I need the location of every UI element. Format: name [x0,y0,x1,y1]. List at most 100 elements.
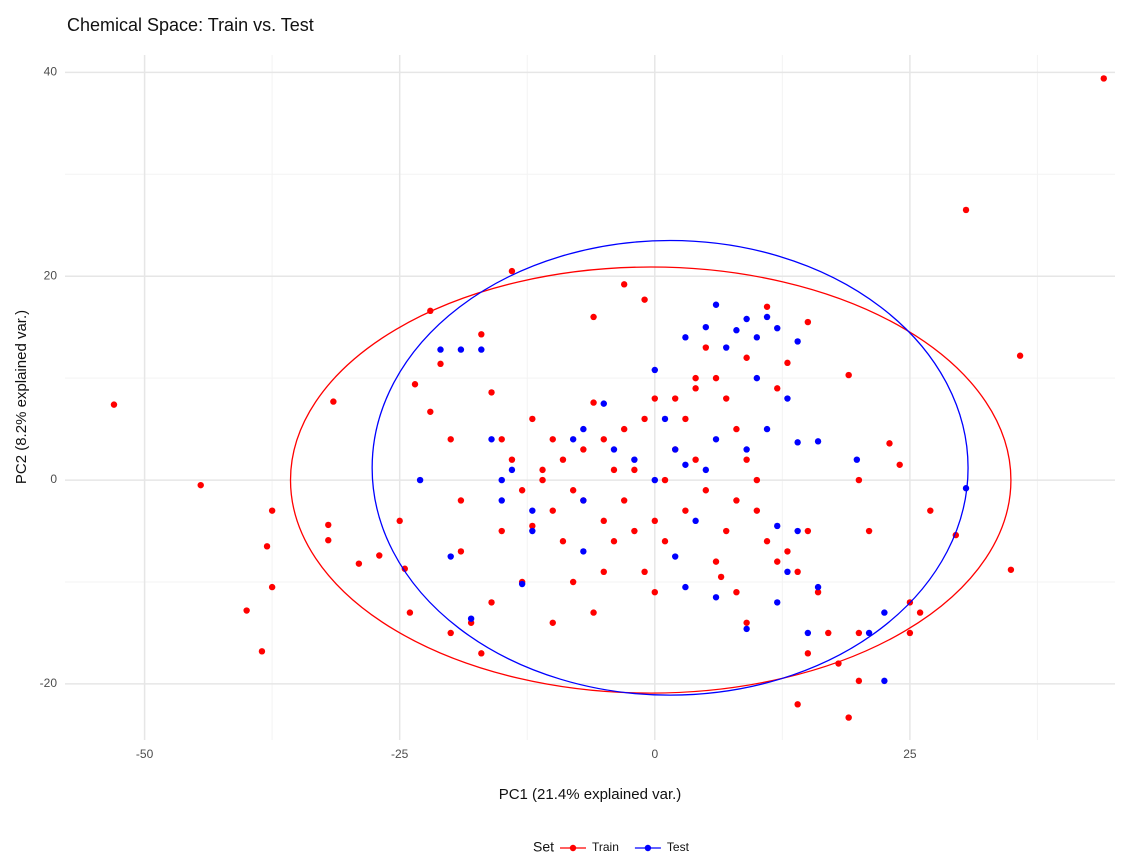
point [549,507,556,514]
point [743,619,750,626]
point [631,527,638,535]
point [682,415,689,423]
point [717,573,725,581]
point [447,436,454,443]
point [641,415,648,423]
point [498,497,505,504]
point [692,517,699,525]
point [580,548,587,555]
point [263,543,271,550]
point [396,517,403,525]
point [774,599,781,606]
point [569,578,577,586]
point [692,456,699,463]
point [437,346,444,353]
point [569,487,577,494]
point [784,548,791,555]
point [763,538,771,545]
point [641,296,648,303]
point [855,476,863,484]
y-tick-label: -20 [40,676,58,690]
point [814,583,822,591]
point [1007,566,1015,573]
point [330,398,337,405]
point [508,456,516,463]
point [896,461,903,468]
point [401,565,408,572]
point [804,527,812,535]
point [549,619,556,626]
point [682,334,689,341]
point [804,318,812,326]
point [580,425,587,433]
point [549,436,556,443]
point [845,371,852,379]
point [478,331,485,338]
point [825,629,832,637]
point [488,436,495,443]
point [784,568,791,576]
point [325,521,332,529]
point [559,456,567,463]
point [763,425,771,433]
point [712,374,720,382]
point [886,440,893,447]
point [651,476,658,484]
point [580,446,587,453]
x-tick-label: -50 [136,747,154,761]
point [427,408,434,415]
point [814,588,822,596]
point [881,677,888,685]
point [600,436,607,443]
point [784,359,791,367]
point [794,568,801,576]
point [457,548,465,555]
point [610,446,618,453]
x-tick-label: 25 [903,747,917,761]
point [865,527,873,535]
legend-title: Set [533,839,554,855]
point [243,607,250,614]
point [855,629,863,637]
point [661,476,669,484]
y-tick-label: 0 [50,472,57,486]
point [682,507,689,514]
legend-label: Train [592,840,619,854]
point [376,552,383,559]
point [763,313,771,321]
point [539,476,546,484]
point [457,346,465,353]
point [529,527,536,535]
point [355,560,363,567]
point [712,301,720,308]
point [753,507,761,514]
point [197,481,204,489]
point [651,588,658,596]
point [1100,75,1107,82]
point [467,615,475,622]
point [268,507,276,514]
point [733,327,740,334]
point [641,568,648,576]
point [865,629,873,637]
point [794,439,801,446]
point [498,436,505,443]
point [620,281,628,288]
point [610,538,618,545]
point [927,507,934,514]
point [590,399,597,406]
point [682,583,689,591]
point [702,466,710,474]
point [529,507,536,514]
point [590,313,597,321]
chart-title: Chemical Space: Train vs. Test [67,15,314,35]
point [916,609,924,616]
point [529,522,536,530]
point [508,267,516,275]
point [774,558,781,565]
point [743,315,750,323]
point [794,701,801,708]
point [692,385,699,392]
point [853,456,861,463]
point [651,366,658,374]
